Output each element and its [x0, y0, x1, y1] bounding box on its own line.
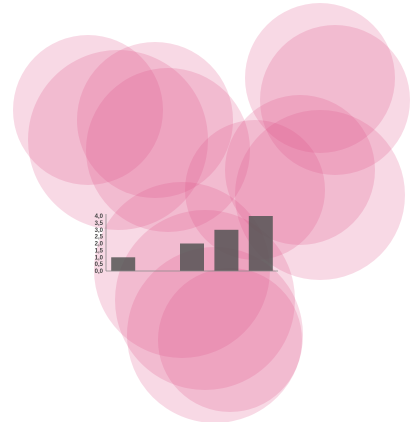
- decorative-circle-6: [260, 25, 410, 175]
- bar-series: [111, 216, 273, 272]
- bar-1: [111, 257, 136, 272]
- decorative-circle-8: [235, 110, 405, 280]
- bar-3: [180, 243, 204, 271]
- decorative-circle-11: [127, 247, 303, 422]
- decorative-circle-13: [185, 120, 325, 260]
- y-tick-label: 0,5: [95, 262, 104, 268]
- decorative-circle-12: [158, 268, 302, 412]
- y-tick-label: 3,5: [95, 221, 104, 227]
- decorative-circle-5: [245, 3, 395, 153]
- y-tick-label: 1,5: [95, 248, 104, 254]
- y-tick-label: 3,0: [95, 228, 104, 234]
- decorative-circle-1: [13, 35, 163, 185]
- chart-axes: [105, 214, 278, 272]
- y-tick-label: 1,0: [95, 255, 104, 261]
- decorative-circles: [13, 3, 410, 422]
- y-tick-label: 2,5: [95, 235, 104, 241]
- decorative-circle-4: [77, 42, 233, 198]
- bar-5: [248, 216, 273, 271]
- y-tick-labels: 0,00,51,01,52,02,53,03,54,0: [95, 214, 104, 275]
- decorative-circle-2: [28, 50, 208, 230]
- bar-4: [214, 229, 239, 272]
- decorative-circle-3: [86, 68, 250, 232]
- y-tick-label: 0,0: [95, 269, 104, 275]
- y-tick-label: 2,0: [95, 242, 104, 248]
- y-tick-label: 4,0: [95, 214, 104, 220]
- decorative-circle-7: [225, 95, 375, 245]
